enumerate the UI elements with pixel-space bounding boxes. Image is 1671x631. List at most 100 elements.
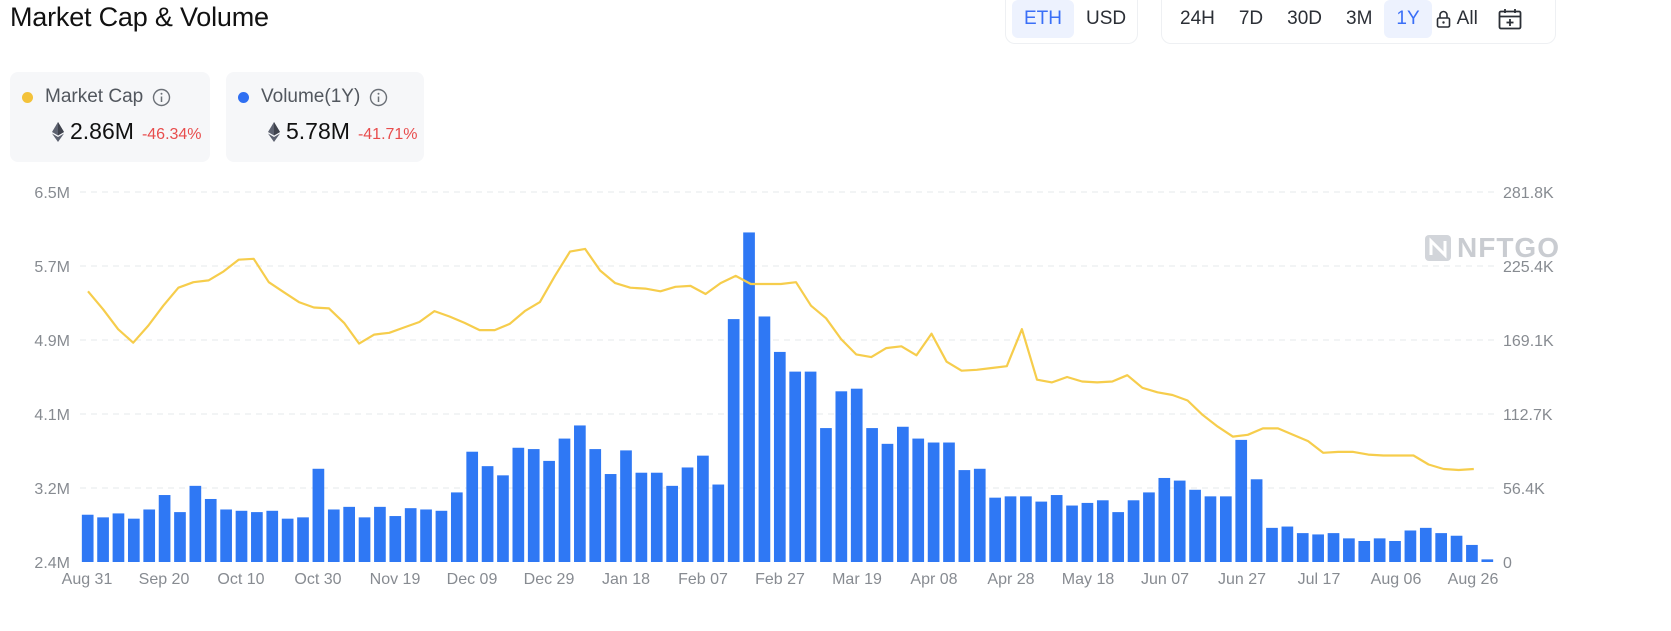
volume-bar — [143, 509, 156, 562]
x-tick-label: Jun 07 — [1141, 571, 1189, 588]
range-7d-button[interactable]: 7D — [1238, 7, 1264, 29]
volume-bar — [927, 442, 940, 562]
range-all-button[interactable]: All — [1432, 0, 1490, 38]
x-tick-label: Jul 17 — [1298, 571, 1341, 588]
volume-bar — [1158, 477, 1171, 562]
volume-bar — [1281, 526, 1294, 562]
volume-bar — [1127, 500, 1140, 562]
volume-bar — [204, 498, 217, 562]
volume-bar — [973, 468, 986, 562]
volume-bar — [420, 509, 432, 562]
range-1y-button[interactable]: 1Y — [1384, 0, 1432, 38]
volume-bar — [1112, 512, 1125, 562]
volume-bar — [1266, 527, 1278, 562]
range-3m-button[interactable]: 3M — [1346, 7, 1373, 29]
volume-bar — [81, 514, 94, 562]
volume-bar — [712, 484, 725, 562]
volume-bar — [943, 442, 955, 562]
range-all-label: All — [1456, 7, 1478, 29]
volume-bar — [358, 517, 371, 562]
volume-bar — [281, 518, 294, 562]
volume-bar — [574, 425, 586, 562]
calendar-icon[interactable] — [1490, 8, 1530, 30]
y-right-tick-label: 0 — [1503, 555, 1512, 572]
volume-bar — [912, 438, 925, 562]
volume-bar — [558, 438, 571, 562]
volume-bar — [1450, 535, 1463, 562]
currency-eth-button[interactable]: ETH — [1012, 0, 1074, 38]
volume-bar — [589, 449, 602, 562]
market-cap-legend-dot — [22, 91, 33, 103]
x-tick-label: Feb 27 — [755, 571, 805, 588]
lock-icon — [1436, 10, 1451, 28]
volume-bar — [1466, 544, 1478, 562]
x-tick-label: Oct 30 — [294, 571, 341, 588]
volume-bar — [681, 467, 694, 562]
y-left-tick-label: 2.4M — [34, 555, 70, 572]
volume-bar — [497, 475, 509, 562]
volume-bar — [789, 371, 802, 562]
market-cap-volume-chart[interactable]: 2.4M 0 3.2M 56.4K 4.1M 112.7K 4.9M 169.1K 5.7M 22… — [0, 180, 1671, 631]
x-tick-label: Jan 18 — [602, 571, 650, 588]
volume-bar — [312, 468, 325, 562]
x-tick-label: May 18 — [1062, 571, 1115, 588]
volume-bar — [1204, 496, 1217, 562]
y-left-tick-label: 3.2M — [34, 481, 70, 498]
nftgo-watermark: NFTGO — [1425, 232, 1560, 264]
x-tick-label: Dec 29 — [524, 571, 575, 588]
volume-bar — [620, 450, 632, 562]
volume-bar — [1081, 502, 1094, 562]
market-cap-value: 2.86M — [70, 118, 134, 144]
info-icon[interactable] — [369, 88, 388, 107]
x-tick-label: Oct 10 — [217, 571, 264, 588]
volume-bar — [1373, 538, 1386, 562]
volume-bar — [220, 509, 232, 562]
y-left-tick-label: 5.7M — [34, 259, 70, 276]
eth-icon — [52, 121, 64, 142]
volume-bar — [435, 510, 448, 562]
volume-bar — [1235, 439, 1248, 562]
volume-bar — [1327, 533, 1340, 562]
volume-bar — [327, 509, 340, 562]
eth-icon — [268, 121, 280, 142]
x-tick-label: Dec 09 — [447, 571, 498, 588]
time-range-toggle: 24H 7D 30D 3M 1Y All — [1161, 0, 1556, 44]
volume-bar — [189, 485, 202, 562]
volume-bar — [481, 466, 494, 562]
market-cap-card: Market Cap 2.86M -46.34% — [10, 72, 210, 162]
volume-bar — [1004, 496, 1017, 562]
x-tick-label: Aug 06 — [1371, 571, 1422, 588]
volume-bar — [1358, 540, 1371, 562]
volume-bar — [389, 516, 402, 562]
volume-bar — [1250, 479, 1263, 562]
volume-bar — [697, 455, 709, 562]
volume-bar — [374, 506, 386, 562]
volume-bar — [850, 388, 863, 562]
volume-bar — [543, 460, 555, 562]
volume-bar — [112, 513, 125, 562]
volume-bar — [97, 517, 109, 562]
x-tick-label: Apr 28 — [987, 571, 1034, 588]
volume-bar — [174, 512, 186, 562]
volume-bar — [820, 428, 832, 562]
info-icon[interactable] — [152, 88, 171, 107]
x-tick-label: Jun 27 — [1218, 571, 1266, 588]
volume-change: -41.71% — [357, 126, 418, 143]
y-right-tick-label: 112.7K — [1503, 407, 1553, 424]
x-tick-label: Feb 07 — [678, 571, 728, 588]
range-24h-button[interactable]: 24H — [1180, 7, 1215, 29]
volume-bar — [881, 443, 894, 562]
currency-usd-button[interactable]: USD — [1086, 7, 1127, 29]
range-30d-button[interactable]: 30D — [1287, 7, 1323, 29]
y-left-tick-label: 6.5M — [34, 185, 70, 202]
volume-legend-dot — [238, 91, 249, 103]
watermark-text: NFTGO — [1457, 232, 1560, 263]
volume-bar — [343, 506, 356, 562]
volume-bar — [1020, 496, 1032, 562]
market-cap-change: -46.34% — [141, 126, 202, 143]
nftgo-logo-icon — [1425, 235, 1451, 261]
volume-bar — [127, 518, 140, 562]
volume-bar — [404, 508, 417, 562]
y-right-tick-label: 169.1K — [1503, 333, 1554, 350]
market-cap-line — [87, 247, 1474, 472]
